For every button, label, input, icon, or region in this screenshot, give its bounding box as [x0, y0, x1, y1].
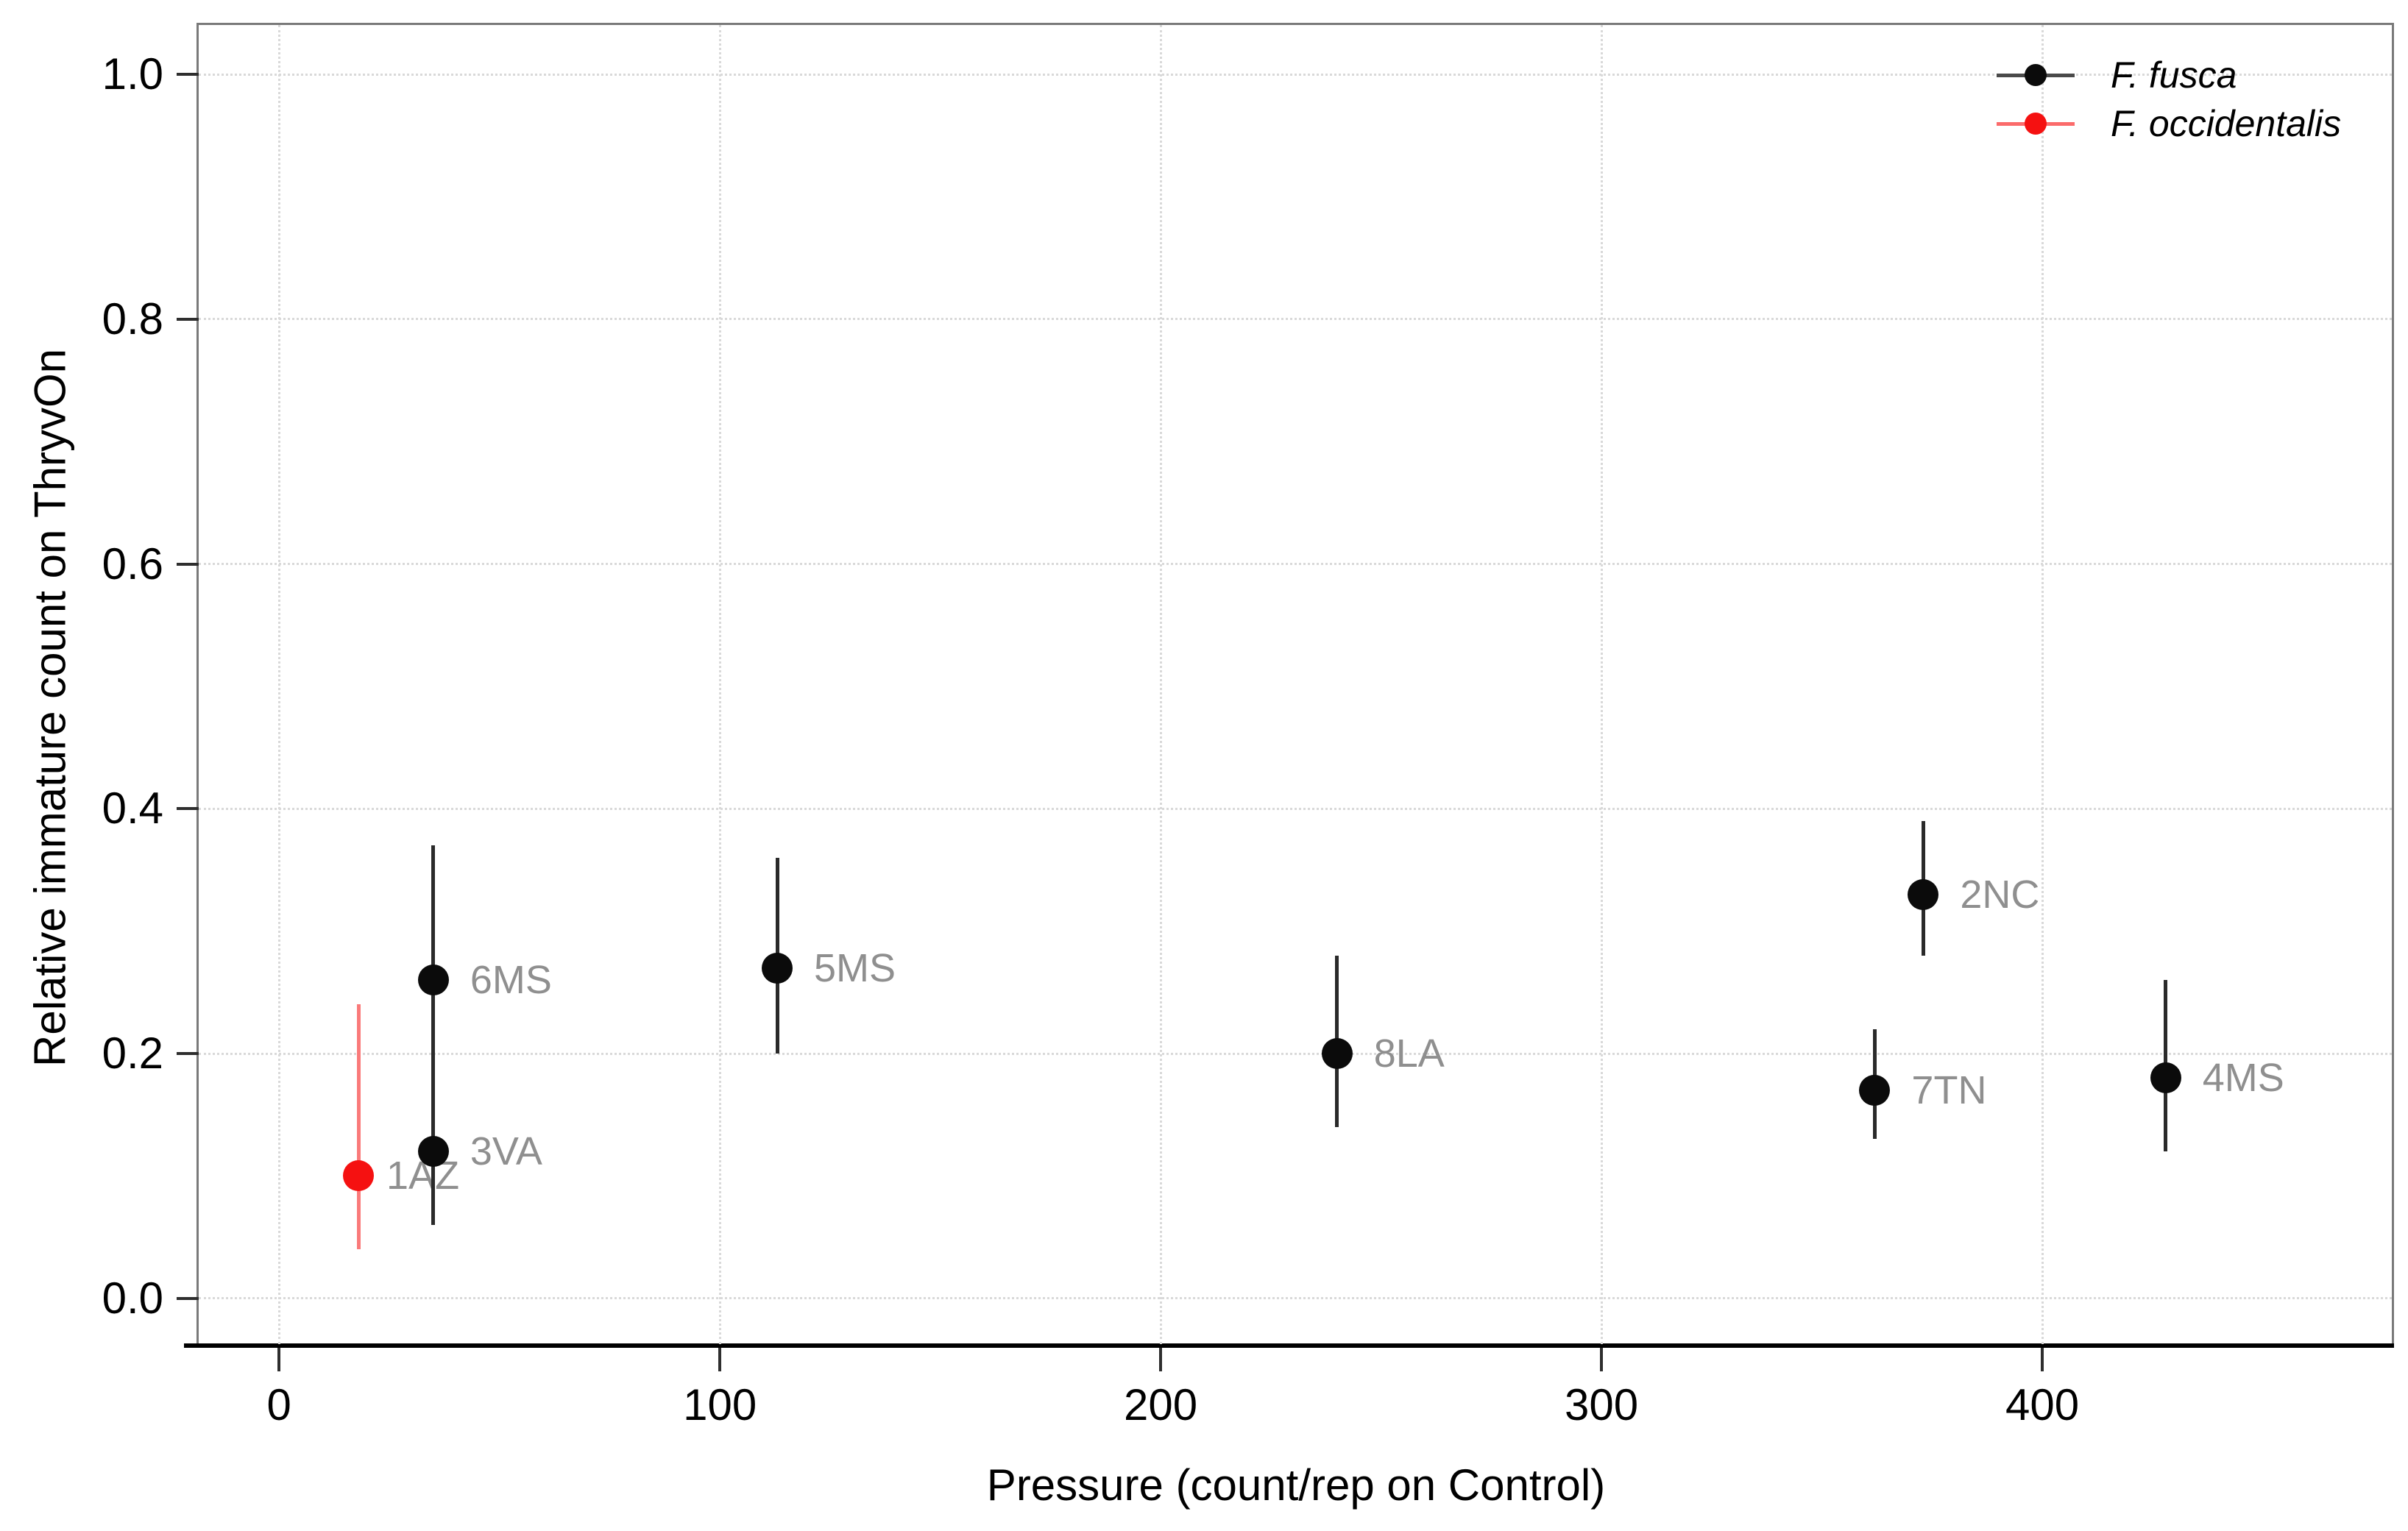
y-axis-tick — [177, 562, 199, 566]
x-gridline — [718, 25, 721, 1344]
y-axis-title: Relative immature count on ThryvOn — [25, 349, 75, 1067]
y-axis-tick-label: 0.8 — [102, 294, 163, 344]
data-point — [1859, 1074, 1891, 1106]
data-point-label: 3VA — [470, 1129, 542, 1174]
y-gridline — [199, 318, 2392, 321]
x-axis-tick — [1159, 1348, 1163, 1371]
error-bar — [431, 845, 436, 1079]
y-axis-tick — [177, 317, 199, 321]
data-point-label: 8LA — [1373, 1031, 1445, 1076]
data-point — [1321, 1038, 1353, 1070]
data-point-label: 2NC — [1960, 872, 2040, 917]
x-gridline — [2041, 25, 2044, 1344]
y-axis-tick-label: 1.0 — [102, 49, 163, 99]
x-axis-tick-label: 200 — [1124, 1380, 1198, 1429]
y-gridline — [199, 1052, 2392, 1055]
legend-label: F. fusca — [2111, 54, 2237, 96]
x-axis-tick-label: 300 — [1565, 1380, 1639, 1429]
y-axis-tick-label: 0.6 — [102, 539, 163, 589]
y-gridline — [199, 73, 2392, 76]
x-axis-line — [184, 1343, 2394, 1348]
data-point — [417, 965, 449, 996]
y-gridline — [199, 563, 2392, 566]
legend-marker-dot — [2025, 113, 2047, 135]
data-point — [1908, 878, 1939, 910]
y-gridline — [199, 807, 2392, 810]
x-axis-tick — [2041, 1348, 2044, 1371]
x-axis-tick-label: 400 — [2005, 1380, 2080, 1429]
y-axis-tick-label: 0.4 — [102, 784, 163, 834]
x-axis-tick-label: 0 — [266, 1380, 291, 1429]
legend-label: F. occidentalis — [2111, 103, 2342, 144]
data-point — [762, 952, 793, 984]
data-point-label: 6MS — [470, 958, 552, 1003]
error-bar — [356, 1004, 361, 1250]
y-axis-tick-label: 0.2 — [102, 1029, 163, 1079]
x-axis-tick — [718, 1348, 722, 1371]
x-gridline — [1600, 25, 1603, 1344]
data-point-label: 5MS — [814, 945, 896, 990]
y-axis-tick — [177, 807, 199, 811]
y-axis-tick-label: 0.0 — [102, 1273, 163, 1323]
x-axis-tick — [277, 1348, 281, 1371]
x-axis-tick — [1600, 1348, 1604, 1371]
data-point — [2150, 1062, 2181, 1094]
x-gridline — [1159, 25, 1162, 1344]
data-point-label: 7TN — [1911, 1068, 1987, 1112]
legend-marker-dot — [2025, 64, 2047, 86]
y-axis-tick — [177, 1052, 199, 1056]
x-axis-title: Pressure (count/rep on Control) — [986, 1460, 1606, 1510]
x-gridline — [277, 25, 280, 1344]
y-axis-tick — [177, 73, 199, 77]
data-point — [343, 1160, 375, 1192]
y-axis-tick — [177, 1296, 199, 1300]
data-point — [417, 1136, 449, 1168]
x-axis-tick-label: 100 — [683, 1380, 757, 1429]
y-gridline — [199, 1297, 2392, 1300]
data-point-label: 4MS — [2202, 1056, 2284, 1101]
